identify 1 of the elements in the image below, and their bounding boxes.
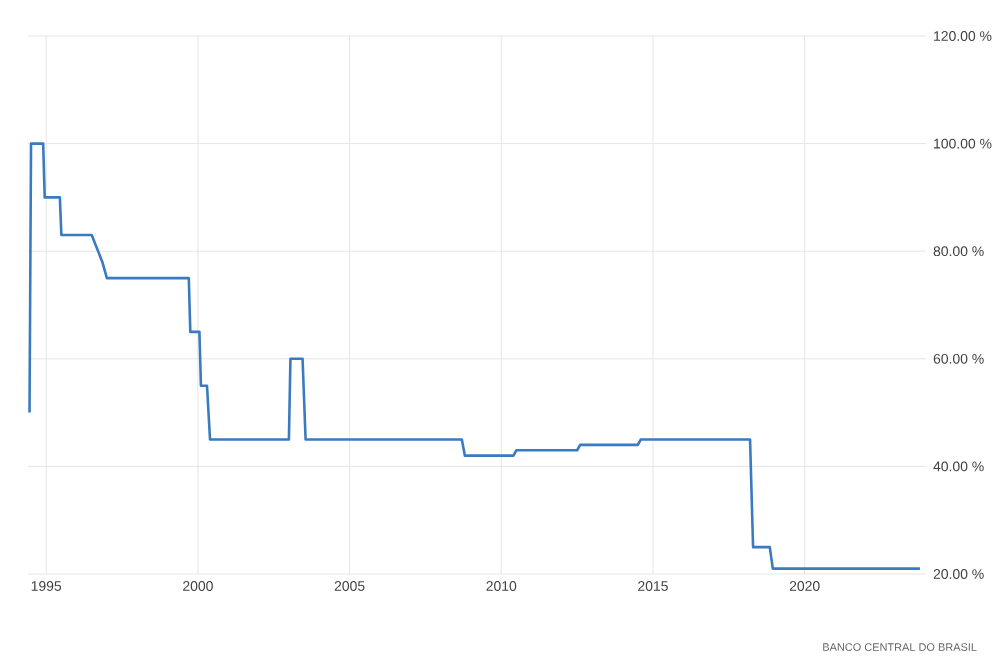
line-series <box>28 142 922 570</box>
